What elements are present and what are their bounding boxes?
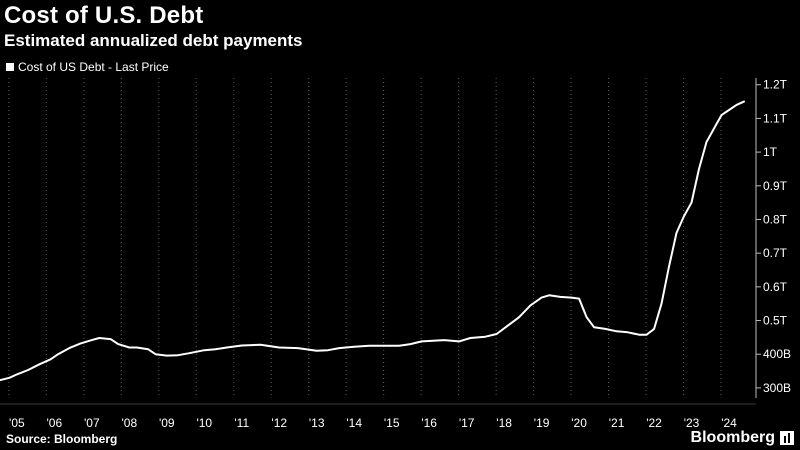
y-tick-label: 0.8T	[763, 212, 788, 226]
x-tick-label: '09	[159, 416, 175, 430]
y-tick-label: 400B	[763, 347, 791, 361]
x-tick-label: '06	[47, 416, 63, 430]
x-tick-label: '07	[84, 416, 100, 430]
x-tick-label: '17	[459, 416, 475, 430]
chart-subtitle: Estimated annualized debt payments	[4, 31, 303, 50]
x-tick-label: '18	[496, 416, 512, 430]
x-tick-label: '11	[234, 416, 249, 430]
legend-label: Cost of US Debt - Last Price	[18, 60, 169, 74]
x-tick-label: '15	[384, 416, 400, 430]
y-tick-label: 1.1T	[763, 111, 788, 125]
x-tick-label: '23	[684, 416, 700, 430]
y-tick-label: 0.6T	[763, 280, 788, 294]
x-tick-label: '22	[646, 416, 662, 430]
x-tick-label: '14	[346, 416, 362, 430]
y-tick-label: 0.7T	[763, 246, 788, 260]
y-tick-label: 300B	[763, 381, 791, 395]
y-tick-label: 0.5T	[763, 314, 788, 328]
x-tick-label: '13	[309, 416, 325, 430]
legend-swatch	[6, 63, 14, 71]
brand-name: Bloomberg	[690, 429, 775, 446]
brand: Bloomberg	[691, 429, 794, 447]
legend: Cost of US Debt - Last Price	[6, 60, 169, 74]
x-tick-label: '20	[571, 416, 587, 430]
x-tick-label: '05	[9, 416, 25, 430]
y-tick-label: 1T	[763, 145, 778, 159]
y-tick-label: 1.2T	[763, 78, 788, 92]
x-tick-label: '12	[271, 416, 287, 430]
x-tick-label: '16	[421, 416, 437, 430]
x-tick-label: '10	[196, 416, 212, 430]
bloomberg-logo-icon	[780, 431, 794, 445]
x-tick-label: '24	[721, 416, 737, 430]
x-tick-label: '19	[534, 416, 550, 430]
series-line-cost-of-us-debt	[0, 100, 745, 382]
y-tick-label: 0.9T	[763, 179, 788, 193]
x-tick-label: '08	[121, 416, 137, 430]
source-note: Source: Bloomberg	[6, 432, 118, 446]
chart-title: Cost of U.S. Debt	[4, 2, 204, 29]
x-tick-label: '21	[609, 416, 625, 430]
